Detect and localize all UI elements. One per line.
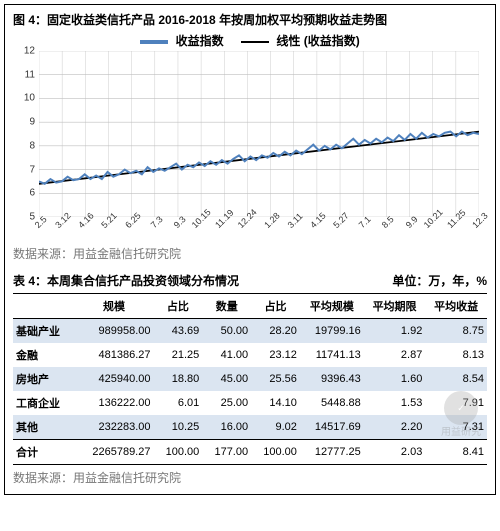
cell: 9.02 [251,415,300,440]
cell: 21.25 [153,343,202,367]
chart-area: 56789101112 2.53.124.165.216.257.39.310.… [13,51,487,241]
watermark: ✓ 用益研究 [441,391,481,439]
table-row: 金融481386.2721.2541.0023.1211741.132.878.… [13,343,487,367]
cell: 50.00 [202,319,251,344]
y-tick: 9 [13,117,35,128]
y-tick: 6 [13,188,35,199]
x-tick: 7.1 [357,214,379,236]
x-tick: 9.9 [403,214,425,236]
table-col: 平均规模 [300,294,364,319]
cell: 2.20 [364,415,426,440]
cell: 8.54 [425,367,487,391]
table-title: 表 4：本周集合信托产品投资领域分布情况 [13,272,239,289]
row-name: 金融 [13,343,75,367]
watermark-icon: ✓ [444,391,478,425]
legend-series-label: 收益指数 [176,34,224,48]
cell: 5448.88 [300,391,364,415]
cell: 14517.69 [300,415,364,440]
table-source: 数据来源：用益金融信托研究院 [13,465,487,492]
table-row: 基础产业989958.0043.6950.0028.2019799.161.92… [13,319,487,344]
cell: 1.92 [364,319,426,344]
cell: 2265789.27 [75,440,154,465]
x-tick: 8.5 [380,214,402,236]
table-col: 占比 [153,294,202,319]
y-tick: 8 [13,140,35,151]
cell: 14.10 [251,391,300,415]
cell: 12777.25 [300,440,364,465]
row-name: 基础产业 [13,319,75,344]
data-table: 规模占比数量占比平均规模平均期限平均收益基础产业989958.0043.6950… [13,293,487,465]
legend-trend-line [241,41,269,43]
cell: 19799.16 [300,319,364,344]
table-col: 规模 [75,294,154,319]
y-tick: 10 [13,93,35,104]
cell: 1.60 [364,367,426,391]
cell: 232283.00 [75,415,154,440]
table-row: 工商企业136222.006.0125.0014.105448.881.537.… [13,391,487,415]
x-tick: 2.5 [33,214,55,236]
cell: 45.00 [202,367,251,391]
cell: 100.00 [251,440,300,465]
cell: 18.80 [153,367,202,391]
table-col: 占比 [251,294,300,319]
cell: 136222.00 [75,391,154,415]
y-tick: 5 [13,212,35,223]
table-unit: 单位：万，年，% [392,272,487,289]
y-tick: 7 [13,164,35,175]
cell: 10.25 [153,415,202,440]
cell: 6.01 [153,391,202,415]
row-name: 合计 [13,440,75,465]
table-header: 表 4：本周集合信托产品投资领域分布情况 单位：万，年，% [13,272,487,289]
cell: 481386.27 [75,343,154,367]
cell: 177.00 [202,440,251,465]
cell: 28.20 [251,319,300,344]
cell: 43.69 [153,319,202,344]
cell: 8.75 [425,319,487,344]
cell: 9396.43 [300,367,364,391]
table-total-row: 合计2265789.27100.00177.00100.0012777.252.… [13,440,487,465]
figure-container: 图 4：固定收益类信托产品 2016-2018 年按周加权平均预期收益走势图 收… [4,4,496,495]
cell: 25.00 [202,391,251,415]
cell: 2.87 [364,343,426,367]
table-col [13,294,75,319]
cell: 989958.00 [75,319,154,344]
chart-legend: 收益指数 线性 (收益指数) [13,32,487,49]
cell: 8.41 [425,440,487,465]
row-name: 工商企业 [13,391,75,415]
cell: 1.53 [364,391,426,415]
table-col: 平均期限 [364,294,426,319]
table-col: 平均收益 [425,294,487,319]
table-row: 房地产425940.0018.8045.0025.569396.431.608.… [13,367,487,391]
y-tick: 11 [13,69,35,80]
cell: 425940.00 [75,367,154,391]
cell: 11741.13 [300,343,364,367]
cell: 41.00 [202,343,251,367]
y-tick: 12 [13,46,35,57]
x-tick: 9.3 [172,214,194,236]
cell: 2.03 [364,440,426,465]
cell: 16.00 [202,415,251,440]
row-name: 房地产 [13,367,75,391]
cell: 100.00 [153,440,202,465]
row-name: 其他 [13,415,75,440]
table-col: 数量 [202,294,251,319]
table-wrap: 规模占比数量占比平均规模平均期限平均收益基础产业989958.0043.6950… [13,293,487,465]
cell: 23.12 [251,343,300,367]
legend-trend-label: 线性 (收益指数) [276,34,359,48]
figure-source: 数据来源：用益金融信托研究院 [13,241,487,268]
cell: 8.13 [425,343,487,367]
table-row: 其他232283.0010.2516.009.0214517.692.207.3… [13,415,487,440]
figure-title: 图 4：固定收益类信托产品 2016-2018 年按周加权平均预期收益走势图 [13,11,487,28]
legend-series-line [140,40,168,44]
watermark-text: 用益研究 [441,427,481,438]
x-tick: 7.3 [149,214,171,236]
cell: 25.56 [251,367,300,391]
